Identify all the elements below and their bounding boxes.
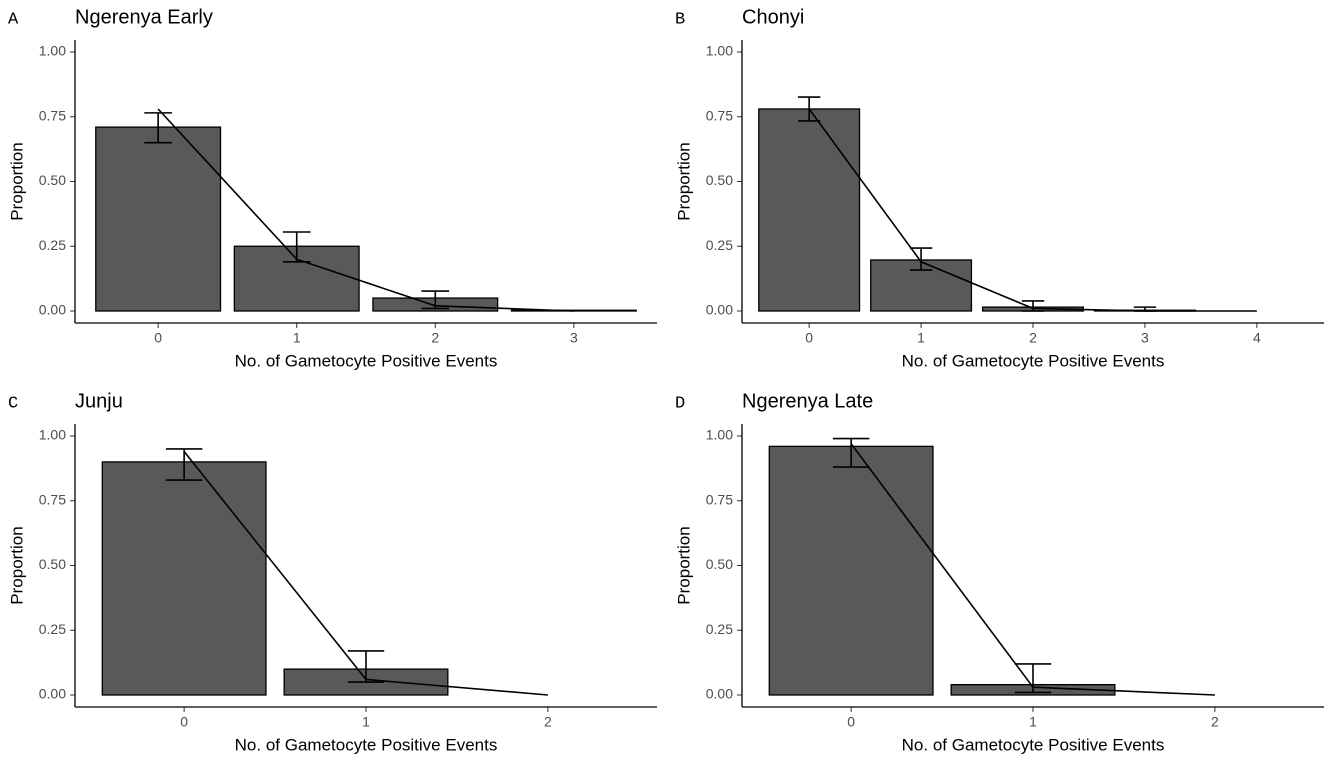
bar — [758, 108, 861, 312]
bar — [768, 445, 934, 696]
y-tick-label: 0.50 — [706, 172, 733, 188]
y-tick-label: 0.75 — [39, 107, 66, 123]
x-tick-label: 0 — [154, 330, 162, 346]
y-tick-label: 1.00 — [706, 427, 733, 443]
x-tick-label: 2 — [1029, 330, 1037, 346]
error-bar — [347, 650, 385, 683]
y-tick-label: 0.25 — [706, 237, 733, 253]
panel-label: C — [8, 394, 18, 413]
y-tick-label: 0.75 — [706, 491, 733, 507]
panel-label: D — [675, 394, 685, 413]
y-tick-label: 0.25 — [706, 621, 733, 637]
panel-label: A — [8, 10, 19, 29]
x-axis-label: No. of Gametocyte Positive Events — [235, 351, 498, 370]
error-bar — [144, 112, 172, 144]
x-tick-label: 3 — [1141, 330, 1149, 346]
panel-title: Chonyi — [742, 6, 804, 28]
y-axis-label: Proportion — [674, 142, 693, 220]
error-bar — [282, 231, 311, 263]
y-tick-label: 0.00 — [706, 302, 733, 318]
error-bar — [165, 448, 203, 481]
panel-title: Ngerenya Late — [742, 390, 873, 412]
error-bar — [832, 437, 870, 468]
bar — [95, 126, 222, 312]
expected-line — [157, 108, 574, 312]
x-tick-label: 0 — [847, 714, 855, 730]
x-tick-label: 3 — [570, 330, 578, 346]
y-tick-label: 0.25 — [39, 237, 66, 253]
y-axis-label: Proportion — [7, 142, 26, 220]
error-bar — [1021, 300, 1045, 312]
y-tick-label: 1.00 — [706, 43, 733, 59]
y-axis-label: Proportion — [7, 526, 26, 604]
error-bar — [797, 96, 821, 122]
x-tick-label: 2 — [544, 714, 552, 730]
y-tick-label: 0.50 — [39, 172, 66, 188]
y-tick-label: 0.00 — [39, 686, 66, 702]
y-axis-label: Proportion — [674, 526, 693, 604]
y-tick-label: 0.00 — [706, 686, 733, 702]
x-axis-label: No. of Gametocyte Positive Events — [902, 351, 1165, 370]
panel-title: Junju — [75, 390, 123, 412]
error-bar — [1133, 306, 1157, 312]
x-tick-label: 1 — [362, 714, 370, 730]
bar — [101, 461, 267, 696]
x-tick-label: 1 — [917, 330, 925, 346]
error-bar — [421, 290, 450, 310]
panel: A Ngerenya Early Proportion No. of Gametocy… — [7, 6, 657, 370]
panel-label: B — [675, 10, 685, 29]
x-tick-label: 1 — [1029, 714, 1037, 730]
x-tick-label: 1 — [293, 330, 301, 346]
y-tick-label: 0.75 — [706, 107, 733, 123]
error-bar — [1014, 663, 1052, 694]
error-bar — [909, 247, 933, 271]
y-tick-label: 0.50 — [39, 556, 66, 572]
y-tick-label: 0.00 — [39, 302, 66, 318]
y-tick-label: 0.75 — [39, 491, 66, 507]
panel-title: Ngerenya Early — [75, 6, 213, 28]
x-tick-label: 2 — [431, 330, 439, 346]
panel: D Ngerenya Late Proportion No. of Gametocyt… — [674, 390, 1324, 754]
panel: C Junju Proportion No. of Gametocyte Positi… — [7, 390, 657, 754]
x-tick-label: 2 — [1211, 714, 1219, 730]
x-tick-label: 0 — [805, 330, 813, 346]
y-tick-label: 0.50 — [706, 556, 733, 572]
x-axis-label: No. of Gametocyte Positive Events — [902, 735, 1165, 754]
y-tick-label: 0.25 — [39, 621, 66, 637]
y-tick-label: 1.00 — [39, 43, 66, 59]
x-axis-label: No. of Gametocyte Positive Events — [235, 735, 498, 754]
x-tick-label: 4 — [1253, 330, 1261, 346]
panel: B Chonyi Proportion No. of Gametocyte Posit… — [674, 6, 1324, 370]
x-tick-label: 0 — [180, 714, 188, 730]
y-tick-label: 1.00 — [39, 427, 66, 443]
